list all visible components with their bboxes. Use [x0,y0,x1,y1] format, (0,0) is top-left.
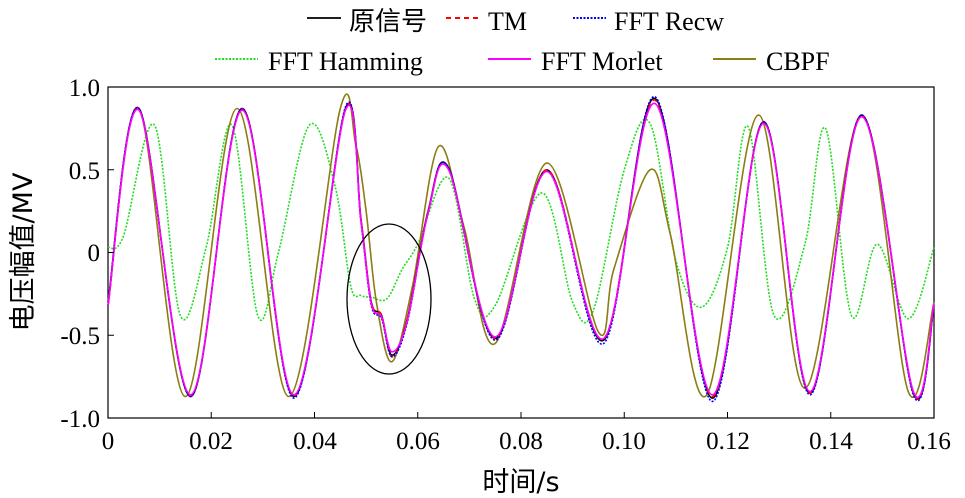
legend-label-fft-hamming: FFT Hamming [268,47,423,76]
y-tick-labels: 1.0 0.5 0 -0.5 -1.0 [60,75,100,433]
x-tick-label: 0 [102,428,115,455]
x-tick-label: 0.14 [809,428,853,455]
y-tick-label: 1.0 [69,75,100,102]
legend-label-cbpf: CBPF [766,47,830,76]
legend: 原信号 TM FFT Recw FFT Hamming FFT Morlet C… [215,7,830,76]
y-tick-label: 0.5 [69,158,100,185]
x-tick-label: 0.10 [602,428,646,455]
x-tick-label: 0.02 [189,428,233,455]
x-tick-label: 0.08 [499,428,543,455]
x-tick-label: 0.04 [293,428,337,455]
series-layer [107,93,935,403]
y-tick-label: -0.5 [60,323,100,350]
y-tick-label: 0 [88,240,101,267]
legend-label-fft-morlet: FFT Morlet [541,47,663,76]
x-axis-title: 时间/s [482,467,559,498]
series-line-4 [107,102,935,398]
y-tick-label: -1.0 [60,406,100,433]
series-line-3 [107,118,935,324]
legend-label-original: 原信号 [349,7,427,37]
x-tick-labels: 0 0.02 0.04 0.06 0.08 0.10 0.12 0.14 0.1… [102,428,951,455]
y-axis-title: 电压幅值/MV [8,172,39,331]
disturbance-highlight-ellipse [346,223,432,375]
x-tick-label: 0.12 [706,428,750,455]
legend-label-tm: TM [488,7,527,36]
axis-ticks [107,86,935,419]
legend-label-fft-recw: FFT Recw [614,7,724,36]
x-tick-label: 0.16 [907,428,951,455]
x-tick-label: 0.06 [396,428,440,455]
